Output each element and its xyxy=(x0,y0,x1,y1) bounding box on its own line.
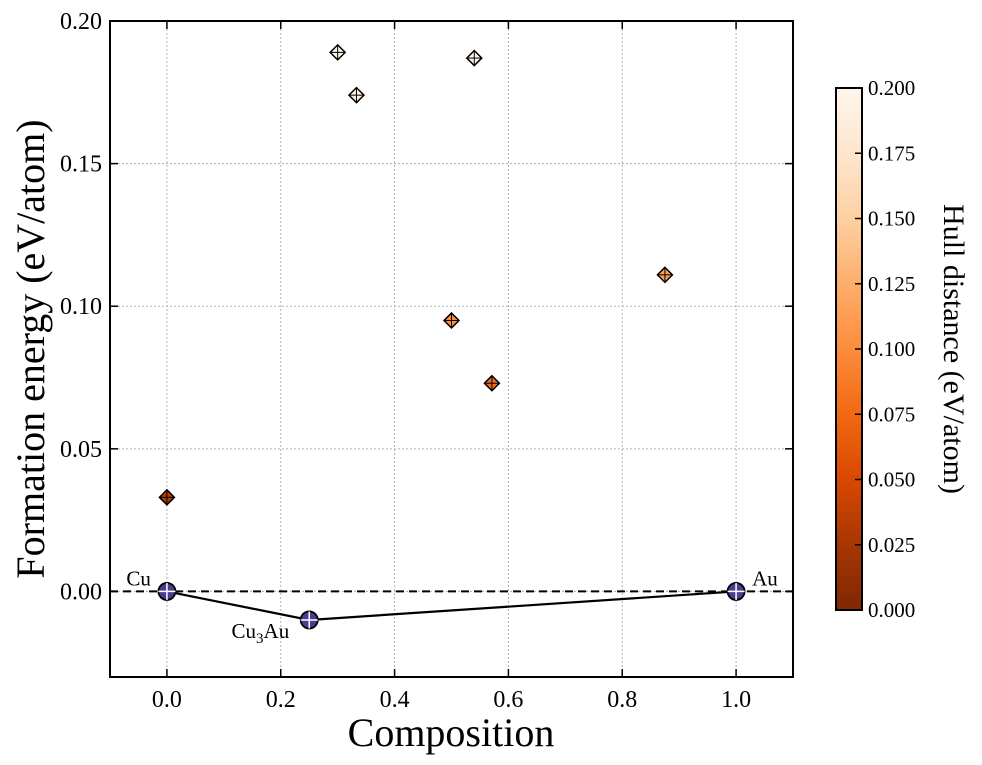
unstable-point xyxy=(465,49,483,67)
x-tick-label: 0.0 xyxy=(152,687,182,713)
unstable-point xyxy=(347,86,366,104)
colorbar-tick-label: 0.100 xyxy=(868,337,915,361)
x-tick-label: 0.4 xyxy=(380,687,410,713)
hull-point-label: Cu xyxy=(126,566,151,590)
unstable-point xyxy=(656,266,674,284)
hull-line xyxy=(166,590,737,622)
hull-label-sub: 3 xyxy=(256,631,264,647)
unstable-point xyxy=(483,374,501,392)
unstable-point xyxy=(158,488,176,506)
y-tick-label: 0.15 xyxy=(60,152,102,178)
y-tick-label: 0.00 xyxy=(60,579,102,605)
colorbar-tick-label: 0.150 xyxy=(868,207,915,231)
hull-label-main: Cu xyxy=(232,619,257,643)
colorbar-tick-label: 0.200 xyxy=(868,76,915,100)
hull-label-suffix: Au xyxy=(264,619,290,643)
y-tick-label: 0.10 xyxy=(60,294,102,320)
grid xyxy=(110,20,793,677)
y-tick-label: 0.20 xyxy=(60,9,102,35)
hull-point xyxy=(157,582,177,601)
plot-frame xyxy=(109,20,794,678)
hull-point-label: Cu3Au xyxy=(232,619,290,647)
colorbar-tick-label: 0.000 xyxy=(868,598,915,622)
hull-point xyxy=(299,610,319,630)
y-axis-label: Formation energy (eV/atom) xyxy=(8,119,53,578)
hull-label-main: Cu xyxy=(126,566,151,590)
colorbar-ticks: 0.000 0.025 0.050 0.075 0.100 0.125 0.150 0.175… xyxy=(855,76,915,622)
y-tick-label: 0.05 xyxy=(60,437,102,463)
colorbar-tick-label: 0.050 xyxy=(868,468,915,492)
unstable-point xyxy=(442,311,461,330)
x-tick-label: 0.6 xyxy=(493,687,523,713)
axis-ticks: 0.0 0.2 0.4 0.6 0.8 1.0 0.00 0.05 0.10 0.15 0.20 xyxy=(60,9,793,713)
unstable-point xyxy=(329,43,347,61)
hull-point xyxy=(726,582,746,601)
x-tick-label: 0.2 xyxy=(266,687,296,713)
colorbar-tick-label: 0.025 xyxy=(868,533,915,557)
colorbar-tick-label: 0.175 xyxy=(868,141,915,165)
colorbar: 0.000 0.025 0.050 0.075 0.100 0.125 0.150 0.175… xyxy=(835,76,970,622)
hull-point-label: Au xyxy=(752,566,778,590)
x-tick-label: 1.0 xyxy=(721,687,751,713)
hull-label-main: Au xyxy=(752,566,778,590)
x-axis-label: Composition xyxy=(348,710,555,755)
plot-series xyxy=(110,43,793,630)
colorbar-tick-label: 0.125 xyxy=(868,272,915,296)
colorbar-tick-label: 0.075 xyxy=(868,402,915,426)
colorbar-label: Hull distance (eV/atom) xyxy=(937,204,970,494)
x-tick-label: 0.8 xyxy=(607,687,637,713)
